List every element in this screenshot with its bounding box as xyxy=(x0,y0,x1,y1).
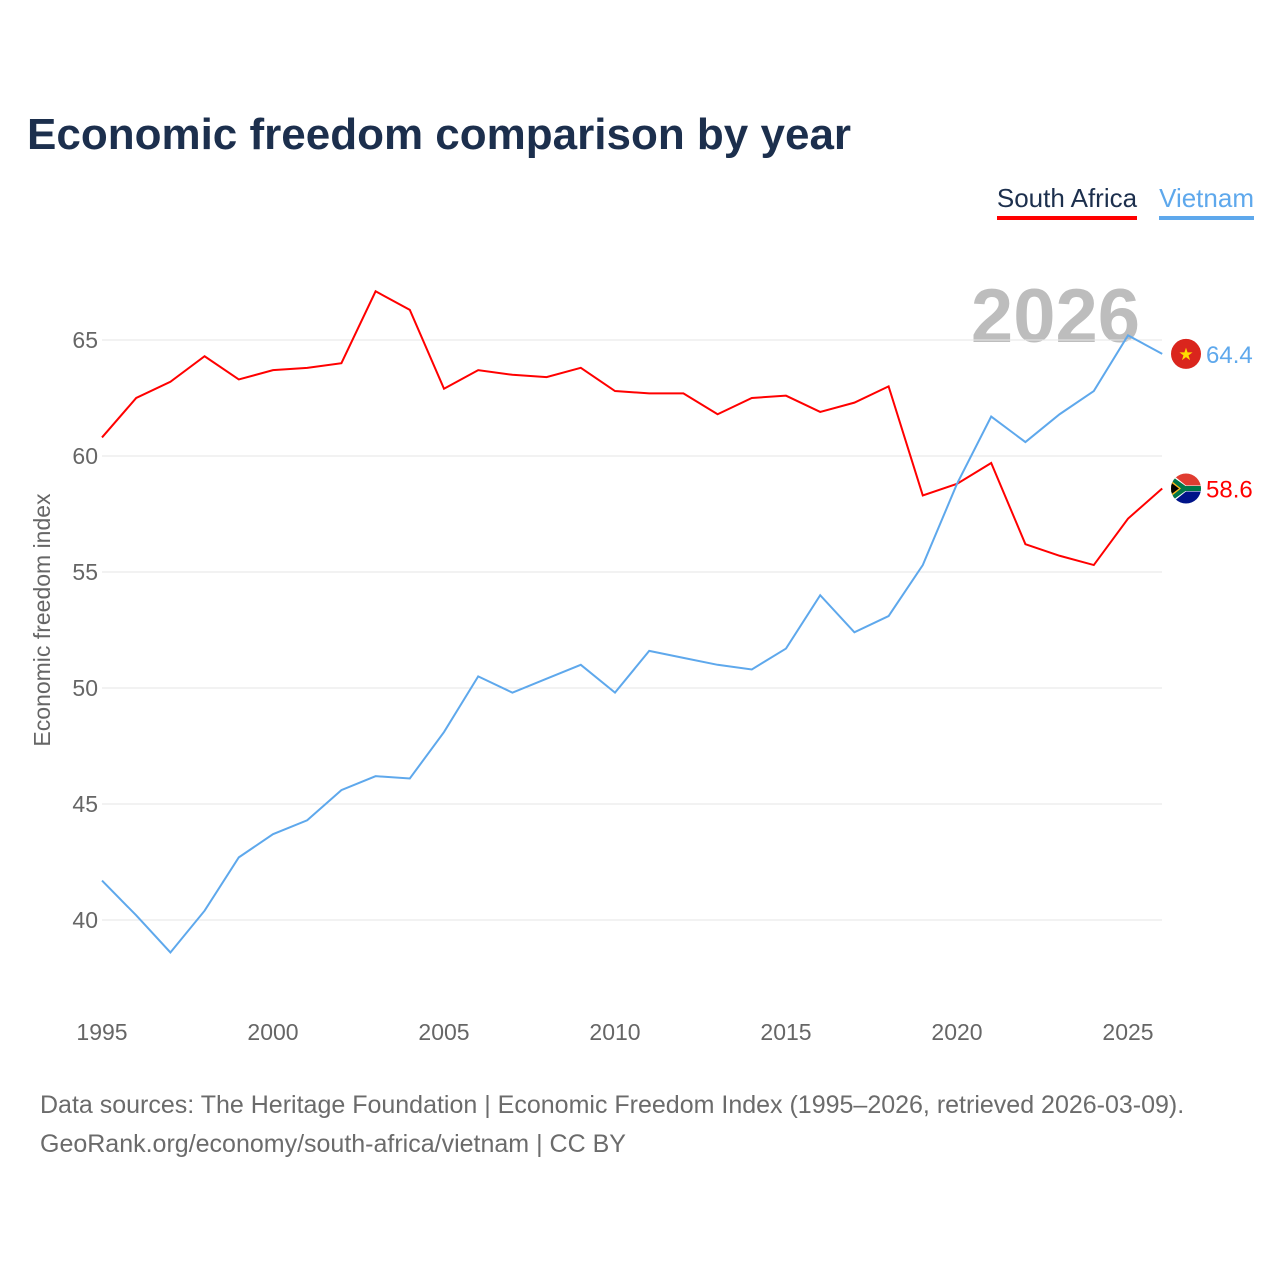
x-tick-label: 2025 xyxy=(1102,1019,1153,1045)
footer: Data sources: The Heritage Foundation | … xyxy=(40,1086,1184,1164)
y-tick-label: 50 xyxy=(72,675,98,701)
end-value-label: 64.4 xyxy=(1206,342,1253,369)
series-line-south-africa xyxy=(101,289,1163,567)
x-tick-label: 2010 xyxy=(589,1019,640,1045)
chart-title: Economic freedom comparison by year xyxy=(27,110,852,159)
star-icon: ★ xyxy=(1178,345,1193,364)
y-tick-label: 55 xyxy=(72,559,98,585)
y-tick-label: 40 xyxy=(72,907,98,933)
x-tick-label: 2020 xyxy=(931,1019,982,1045)
x-tick-label: 2015 xyxy=(760,1019,811,1045)
y-tick-label: 60 xyxy=(72,443,98,469)
legend-vietnam[interactable]: Vietnam xyxy=(1159,183,1254,220)
flag-black xyxy=(1171,482,1179,495)
data-source: Data sources: The Heritage Foundation | … xyxy=(40,1091,1185,1119)
y-tick-label: 65 xyxy=(72,327,98,353)
south-africa-flag-icon xyxy=(1171,473,1201,504)
vietnam-flag-icon: ★ xyxy=(1171,338,1201,369)
x-tick-label: 2005 xyxy=(418,1019,469,1045)
series-line-vietnam xyxy=(101,334,1163,955)
end-value-label: 58.6 xyxy=(1206,476,1253,503)
year-watermark: 2026 xyxy=(971,274,1140,359)
x-tick-label: 2000 xyxy=(247,1019,298,1045)
legend: South Africa Vietnam xyxy=(996,183,1254,220)
legend-south-africa[interactable]: South Africa xyxy=(996,183,1138,220)
flag-green xyxy=(1171,474,1201,503)
x-tick-label: 1995 xyxy=(76,1019,127,1045)
source-link[interactable]: GeoRank.org/economy/south-africa/vietnam… xyxy=(40,1130,626,1158)
flag-bg xyxy=(1171,338,1201,369)
y-axis-label: Economic freedom index xyxy=(29,493,55,747)
y-tick-label: 45 xyxy=(72,791,98,817)
flag-body xyxy=(1171,473,1201,504)
